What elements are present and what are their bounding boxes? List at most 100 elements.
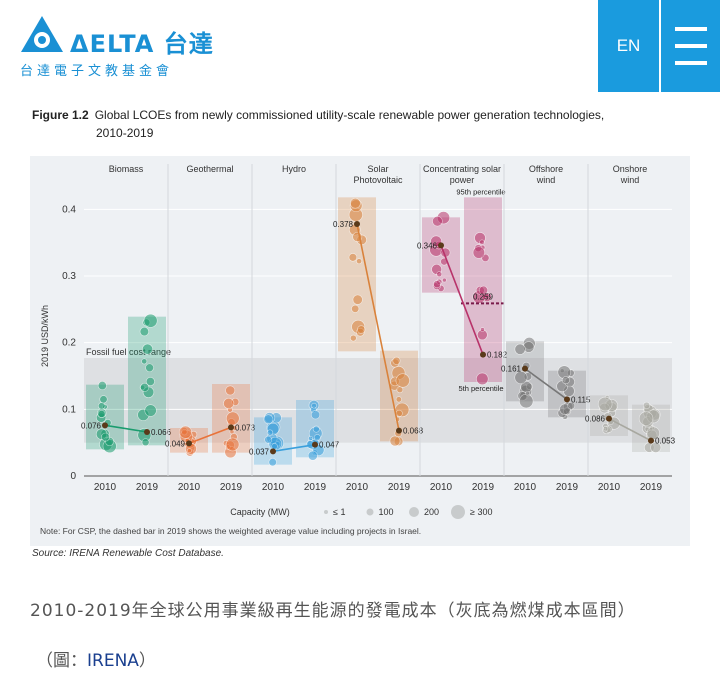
x-tick-label: 2010 [598, 482, 621, 493]
project-bubble [602, 426, 609, 432]
project-bubble [139, 326, 150, 337]
weighted-average-label: 0.068 [403, 427, 424, 436]
project-bubble [395, 373, 410, 388]
x-tick-label: 2019 [556, 482, 579, 493]
tech-name-label: Biomass [109, 164, 144, 174]
weighted-average-line [104, 424, 148, 433]
project-bubble [442, 277, 447, 283]
figure: Figure 1.2 Global LCOEs from newly commis… [30, 100, 690, 570]
x-tick-label: 2010 [94, 482, 117, 493]
project-bubble [650, 441, 662, 453]
credit-link[interactable]: IRENA [87, 651, 139, 671]
y-tick-label: 0.2 [62, 338, 76, 349]
legend-marker [409, 507, 419, 517]
project-bubble [395, 409, 403, 417]
weighted-average-point [186, 440, 192, 447]
project-bubble [311, 402, 317, 409]
weighted-average-point [102, 422, 108, 429]
legend-item-label: ≥ 300 [470, 507, 492, 517]
project-bubble [432, 215, 443, 227]
project-bubble [268, 458, 277, 467]
site-header: ΔELTA 台達 台達電子文教基金會 EN [0, 0, 720, 92]
weighted-average-label: 0.161 [501, 365, 522, 374]
project-bubble [97, 410, 106, 418]
y-tick-label: 0 [70, 471, 76, 482]
weighted-average-point [144, 429, 150, 435]
weighted-average-point [606, 415, 612, 422]
tech-name-label: Geothermal [186, 164, 233, 174]
tech-name-label: wind [536, 175, 556, 185]
credit-prefix: （圖： [36, 651, 87, 671]
legend-item-label: 100 [379, 507, 394, 517]
project-bubble [638, 411, 654, 426]
project-bubble [143, 313, 158, 328]
language-toggle-button[interactable]: EN [598, 0, 659, 92]
project-bubble [514, 343, 526, 355]
weighted-average-label: 0.049 [165, 439, 186, 448]
weighted-average-label: 0.346 [417, 241, 438, 250]
weighted-average-label: 0.053 [655, 437, 676, 446]
project-bubble [478, 285, 489, 295]
project-bubble [310, 410, 321, 420]
project-bubble [567, 401, 576, 410]
legend-marker [324, 510, 328, 514]
hamburger-menu-button[interactable] [661, 0, 720, 92]
project-bubble [186, 448, 192, 454]
legend-item-label: ≤ 1 [333, 507, 345, 517]
chart-background [30, 156, 690, 546]
image-caption: 2010-2019年全球公用事業級再生能源的發電成本（灰底為燃煤成本區間） [30, 601, 636, 621]
project-bubble [514, 371, 528, 385]
weighted-average-line [272, 443, 316, 453]
tech-name-label: Concentrating solar [423, 164, 501, 174]
figure-label: Figure 1.2 [32, 108, 89, 122]
weighted-average-point [270, 448, 276, 455]
project-bubble [264, 435, 273, 444]
project-bubble [472, 246, 485, 259]
weighted-average-label: 0.086 [585, 415, 606, 424]
tech-name-label: Photovoltaic [353, 175, 403, 185]
project-bubble [101, 432, 110, 442]
weighted-average-point [438, 242, 444, 249]
delta-logo[interactable]: ΔELTA 台達 台達電子文教基金會 [20, 14, 220, 80]
figure-title-years: 2010-2019 [96, 126, 154, 140]
project-bubble [142, 343, 154, 355]
project-bubble [223, 397, 235, 409]
project-bubble [479, 239, 485, 245]
project-bubble [519, 393, 534, 409]
weighted-average-point [648, 437, 654, 444]
project-bubble [308, 435, 314, 441]
project-bubble [313, 434, 321, 442]
project-bubble [561, 376, 570, 385]
x-tick-label: 2019 [472, 482, 495, 493]
weighted-average-point [354, 221, 360, 227]
weighted-average-label: 0.073 [235, 423, 256, 432]
legend-marker [451, 505, 465, 519]
project-bubble [356, 258, 363, 265]
project-bubble [141, 358, 148, 365]
project-bubble [351, 304, 360, 313]
project-bubble [145, 363, 154, 373]
weighted-average-point [480, 351, 486, 358]
x-tick-label: 2010 [178, 482, 201, 493]
legend-marker [366, 508, 374, 516]
project-bubble [348, 253, 358, 262]
project-bubble [597, 396, 613, 412]
weighted-average-point [228, 424, 234, 431]
weighted-average-label: 0.076 [81, 421, 102, 430]
weighted-average-label: 0.182 [487, 351, 508, 360]
figure-source: Source: IRENA Renewable Cost Database. [32, 548, 224, 559]
menu-bar-icon [675, 44, 707, 48]
x-tick-label: 2010 [346, 482, 369, 493]
project-bubble [144, 404, 157, 417]
menu-bar-icon [675, 61, 707, 65]
project-bubble [357, 325, 366, 334]
weighted-average-line [188, 426, 232, 445]
x-tick-label: 2010 [514, 482, 537, 493]
project-bubble [642, 401, 651, 410]
project-bubble [349, 197, 361, 209]
project-bubble [395, 396, 402, 403]
p95-label: 95th percentile [456, 187, 505, 196]
project-bubble [145, 377, 155, 387]
weighted-average-label: 0.115 [571, 395, 591, 404]
project-bubble [140, 382, 150, 392]
